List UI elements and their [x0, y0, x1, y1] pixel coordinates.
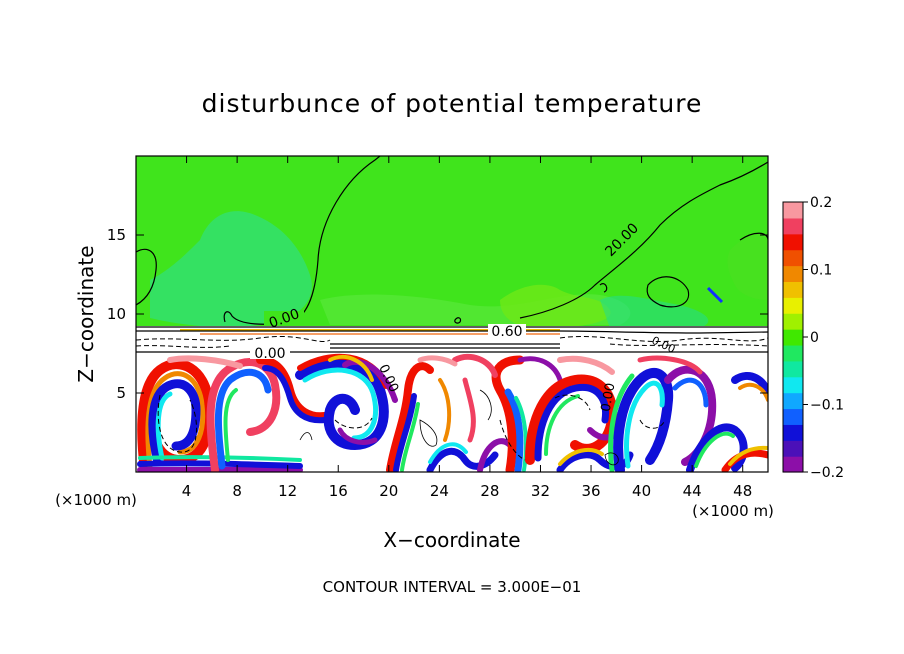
colorbar-swatch	[783, 440, 803, 457]
cool-patch-left	[150, 211, 312, 328]
x-unit-label: (×1000 m)	[55, 491, 137, 509]
x-tick-label: 16	[329, 482, 348, 500]
colorbar-swatch	[783, 249, 803, 267]
y-axis: 5 10 15	[107, 226, 768, 402]
colorbar-swatch	[783, 217, 803, 235]
colorbar-tick-label: −0.2	[810, 465, 844, 481]
colorbar-tick-label: −0.1	[810, 398, 844, 414]
x-tick-label: 12	[278, 482, 297, 500]
colorbar-swatch	[783, 376, 803, 394]
colorbar-swatch	[783, 233, 803, 251]
dashed-contours	[136, 335, 768, 461]
x-axis-title: X−coordinate	[383, 528, 520, 552]
y-tick-label: 15	[107, 226, 126, 244]
green-blob-right	[727, 233, 768, 300]
colorbar-swatch	[783, 424, 803, 441]
x-tick-label: 32	[531, 482, 550, 500]
colorbar-swatch	[783, 392, 803, 410]
cool-patch-right	[600, 295, 709, 328]
x-tick-label: 40	[632, 482, 651, 500]
contour-interval-note: CONTOUR INTERVAL = 3.000E−01	[323, 578, 582, 596]
warm-patch-right	[500, 284, 611, 328]
contour-label: 0.00	[599, 382, 619, 413]
plot-field	[136, 156, 768, 472]
colorbar	[783, 202, 803, 473]
contour-label: 0.60	[491, 324, 522, 340]
x-tick-label: 4	[182, 482, 192, 500]
x-axis: 4 8 12 16 20 24 28 32 36 40 44 48	[182, 156, 752, 500]
y-tick-label: 10	[107, 305, 126, 323]
colorbar-tick-label: 0.1	[810, 263, 832, 279]
colorbar-ticks: 0.2 0.1 0 −0.1 −0.2	[803, 195, 844, 481]
x-tick-label: 8	[232, 482, 242, 500]
turbulent-eddies	[137, 353, 768, 472]
x-tick-label: 28	[480, 482, 499, 500]
colorbar-swatch	[783, 313, 803, 330]
x-unit-label-right: (×1000 m)	[692, 502, 774, 520]
x-tick-label: 48	[733, 482, 752, 500]
colorbar-swatch	[783, 265, 803, 283]
thin-contours	[299, 389, 619, 466]
colorbar-swatch	[783, 281, 803, 298]
x-tick-label: 36	[581, 482, 600, 500]
colorbar-tick-label: 0	[810, 330, 819, 346]
colorbar-swatch	[783, 408, 803, 425]
colorbar-swatch	[783, 329, 803, 346]
colorbar-swatch	[783, 297, 803, 314]
blue-streak	[706, 286, 724, 304]
y-tick-label: 5	[116, 384, 126, 402]
colorbar-swatch	[783, 202, 803, 219]
colorbar-swatch	[783, 360, 803, 378]
chart-title: disturbunce of potential temperature	[202, 89, 703, 118]
x-tick-label: 20	[379, 482, 398, 500]
y-axis-title: Z−coordinate	[74, 245, 98, 382]
colorbar-swatch	[783, 456, 803, 473]
contour-label: 0.00	[254, 346, 285, 362]
x-tick-label: 24	[430, 482, 449, 500]
x-tick-label: 44	[683, 482, 702, 500]
colorbar-tick-label: 0.2	[810, 195, 832, 211]
colorbar-swatch	[783, 344, 803, 362]
